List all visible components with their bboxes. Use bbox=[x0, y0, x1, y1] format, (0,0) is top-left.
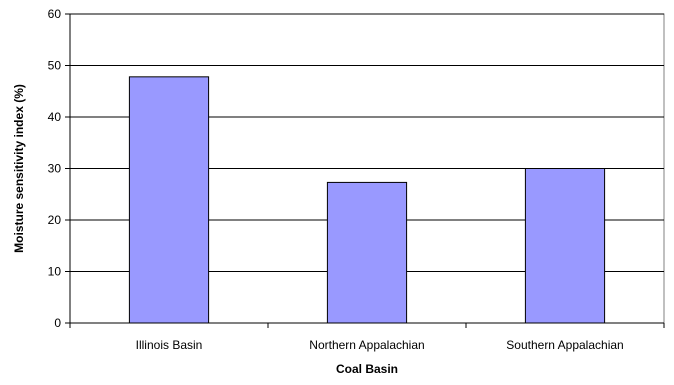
bar bbox=[326, 181, 408, 324]
x-tick-labels: Illinois Basin Northern Appalachian Southe… bbox=[136, 338, 624, 352]
x-tick-label: Illinois Basin bbox=[136, 338, 203, 352]
y-axis-title: Moisture sensitivity index (%) bbox=[12, 84, 26, 253]
x-tick-label: Southern Appalachian bbox=[506, 338, 623, 352]
bars bbox=[128, 76, 606, 324]
y-tick-labels: 0 10 20 30 40 50 60 bbox=[48, 7, 62, 330]
y-tick-label: 40 bbox=[48, 110, 62, 124]
y-tick-label: 10 bbox=[48, 265, 62, 279]
y-tick-label: 30 bbox=[48, 162, 62, 176]
y-tick-label: 60 bbox=[48, 7, 62, 21]
y-tick-label: 50 bbox=[48, 59, 62, 73]
x-tick-label: Northern Appalachian bbox=[309, 338, 424, 352]
bar bbox=[128, 76, 210, 324]
axes bbox=[65, 13, 665, 328]
bar bbox=[524, 168, 606, 324]
y-tick-label: 0 bbox=[54, 316, 61, 330]
x-axis-title: Coal Basin bbox=[336, 362, 398, 376]
y-tick-label: 20 bbox=[48, 213, 62, 227]
